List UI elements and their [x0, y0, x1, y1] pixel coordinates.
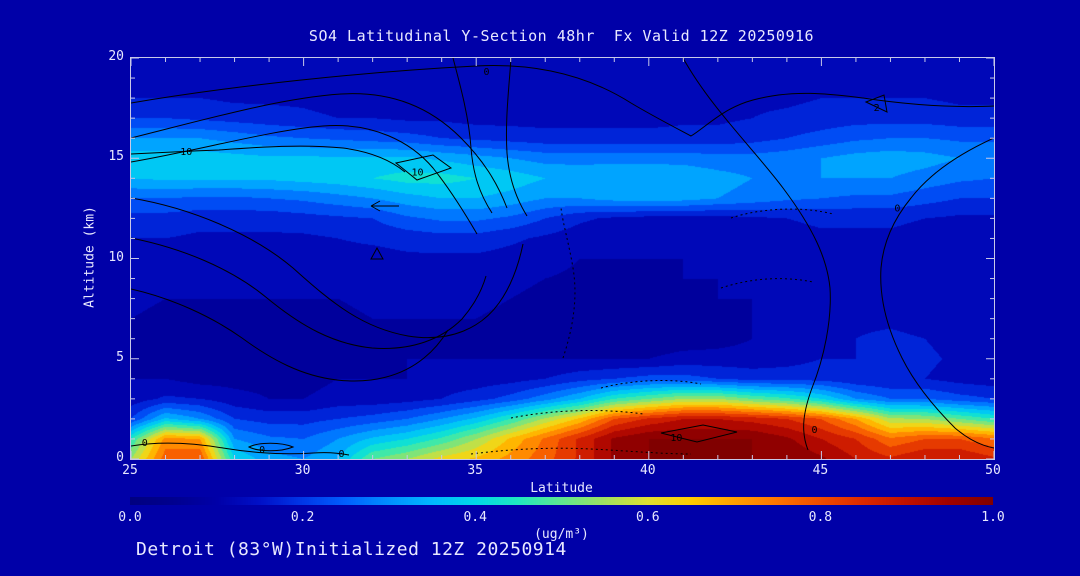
- heatmap-canvas: [131, 58, 994, 459]
- colorbar-tick-label: 1.0: [981, 510, 1005, 525]
- colorbar-tick-label: 0.2: [290, 510, 315, 525]
- x-tick-label: 40: [639, 463, 656, 478]
- colorbar: [130, 497, 993, 505]
- colorbar-tick-label: 0.4: [463, 510, 487, 525]
- colorbar-unit-label: (ug/m³): [534, 527, 589, 542]
- y-tick-label: 20: [108, 49, 124, 64]
- y-tick-label: 5: [116, 349, 124, 365]
- x-tick-label: 35: [467, 463, 484, 478]
- x-tick-label: 25: [122, 463, 138, 478]
- colorbar-tick-label: 0.0: [118, 510, 142, 525]
- plot-area: 0 2 10 10 0 0 0 0 10 0: [130, 57, 995, 460]
- y-tick-label: 0: [116, 450, 124, 465]
- x-tick-label: 45: [812, 463, 829, 478]
- colorbar-tick-label: 0.6: [636, 510, 660, 525]
- y-tick-label: 10: [108, 249, 124, 265]
- colorbar-tick-label: 0.8: [808, 510, 833, 525]
- plot-title: SO4 Latitudinal Y-Section 48hr Fx Valid …: [308, 27, 815, 45]
- footer-text: Detroit (83°W)Initialized 12Z 20250914: [136, 539, 567, 560]
- x-axis-label: Latitude: [530, 481, 593, 496]
- y-tick-label: 15: [108, 149, 124, 165]
- x-tick-label: 30: [294, 463, 311, 478]
- x-tick-label: 50: [985, 463, 1001, 478]
